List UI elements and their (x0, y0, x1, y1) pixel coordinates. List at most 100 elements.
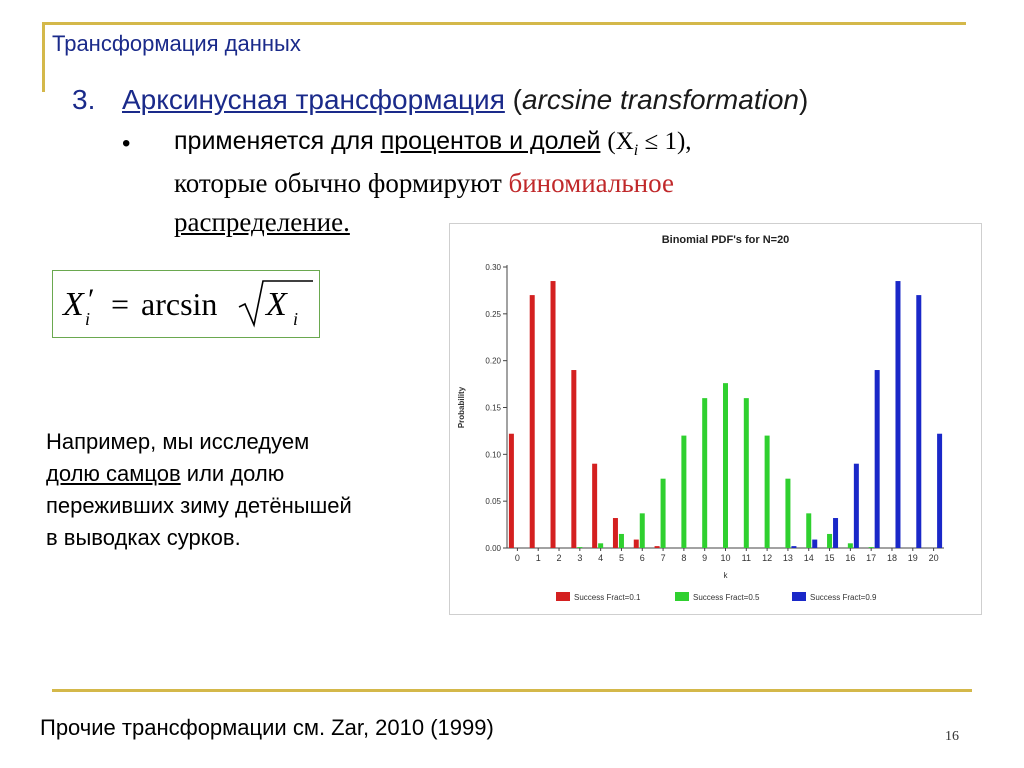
bar (874, 370, 880, 548)
bar (806, 513, 812, 548)
y-tick-label: 0.00 (485, 544, 501, 553)
legend-swatch (792, 592, 806, 601)
formula-box: X ′ i = arcsin X i (52, 270, 320, 338)
bar (612, 518, 618, 548)
bullet-line-1: применяется для процентов и долей (Xi ≤ … (174, 127, 692, 160)
example-line-2: долю самцов или долю (46, 458, 446, 490)
bar (550, 281, 556, 548)
x-tick-label: 20 (929, 553, 939, 563)
bullet-line-2-highlight: биномиальное (508, 168, 674, 198)
bullet-line-2-prefix: которые обычно формируют (174, 168, 509, 198)
bar (681, 435, 687, 548)
x-tick-label: 8 (681, 553, 686, 563)
example-line-1: Например, мы исследуем (46, 429, 310, 454)
math-tail: ≤ 1), (638, 128, 692, 155)
bar (529, 295, 535, 548)
bar (916, 295, 922, 548)
x-tick-label: 2 (557, 553, 562, 563)
x-tick-label: 13 (783, 553, 793, 563)
x-tick-label: 12 (762, 553, 772, 563)
bar (868, 547, 874, 548)
bar (639, 513, 645, 548)
bar (812, 539, 818, 548)
bullet-line-2: которые обычно формируют биномиальное (174, 168, 674, 199)
bar (592, 463, 598, 548)
formula-rhs: X (264, 286, 288, 323)
x-tick-label: 5 (619, 553, 624, 563)
bar (577, 547, 583, 548)
example-line-3: переживших зиму детёнышей (46, 493, 352, 518)
y-axis-label: Probability (457, 386, 466, 428)
bar (571, 370, 577, 548)
x-tick-label: 3 (577, 553, 582, 563)
x-tick-label: 0 (515, 553, 520, 563)
legend-label: Success Fract=0.5 (693, 593, 760, 602)
sqrt-sign (238, 280, 313, 328)
x-tick-label: 15 (825, 553, 835, 563)
y-tick-label: 0.10 (485, 450, 501, 459)
bullet-line-1-underlined: процентов и долей (380, 127, 601, 155)
bar (853, 463, 859, 548)
formula-eq: = (111, 286, 129, 322)
bullet-marker: • (122, 130, 131, 157)
x-tick-label: 16 (845, 553, 855, 563)
formula-fn: arcsin (141, 286, 217, 322)
bar (791, 546, 797, 548)
header-rule-top (42, 22, 966, 25)
header-rule-left (42, 22, 45, 92)
bar (660, 478, 666, 548)
bar (633, 539, 639, 548)
legend-swatch (556, 592, 570, 601)
x-tick-label: 17 (866, 553, 876, 563)
bar (723, 383, 728, 548)
page-number: 16 (945, 729, 959, 744)
bar (833, 518, 839, 548)
chart-canvas: Binomial PDF's for N=20 0.00 0.05 0.10 0.15 0… (457, 234, 944, 602)
y-tick-label: 0.20 (485, 357, 501, 366)
bar (785, 478, 791, 548)
footer-note: Прочие трансформации см. Zar, 2010 (1999… (40, 715, 494, 740)
bullet-line-3: распределение. (174, 207, 350, 237)
binomial-chart: Binomial PDF's for N=20 0.00 0.05 0.10 0.15 0… (449, 223, 982, 615)
math-sub: i (633, 142, 639, 159)
bar (743, 398, 749, 548)
item-title-en: arcsine transformation (521, 84, 799, 115)
x-tick-label: 10 (720, 553, 730, 563)
item-number: 3. (72, 84, 96, 115)
item-title-ru: Арксинусная трансформация (122, 84, 505, 115)
section-title: Трансформация данных (52, 31, 301, 56)
formula-lhs: X (61, 286, 85, 323)
x-tick-label: 1 (536, 553, 541, 563)
example-line-2-tail: или долю (180, 461, 285, 486)
y-tick-label: 0.05 (485, 497, 501, 506)
x-axis-label: k (724, 571, 729, 580)
bar (937, 433, 943, 548)
bar (895, 281, 901, 548)
bar (618, 533, 624, 548)
item-title: Арксинусная трансформация (arcsine trans… (122, 84, 809, 115)
x-tick-label: 14 (804, 553, 814, 563)
legend-label: Success Fract=0.1 (574, 593, 641, 602)
x-tick-label: 9 (702, 553, 707, 563)
x-tick-label: 19 (908, 553, 918, 563)
formula-rhs-sub: i (293, 309, 298, 329)
bar (654, 546, 660, 548)
example-line-4: в выводках сурков. (46, 525, 241, 550)
y-tick-label: 0.25 (485, 310, 501, 319)
bar (508, 433, 514, 548)
example-underlined: долю самцов (46, 461, 181, 486)
legend-label: Success Fract=0.9 (810, 593, 877, 602)
math-x: (X (607, 128, 634, 155)
y-tick-label: 0.15 (485, 404, 501, 413)
x-tick-label: 6 (640, 553, 645, 563)
x-tick-label: 4 (598, 553, 603, 563)
legend-swatch (675, 592, 689, 601)
footer-rule (52, 689, 972, 692)
formula-lhs-sub: i (85, 309, 90, 329)
bar (764, 435, 770, 548)
formula-prime: ′ (88, 283, 95, 316)
chart-title: Binomial PDF's for N=20 (662, 234, 790, 246)
bar (702, 398, 708, 548)
bar (827, 533, 833, 548)
example-text: Например, мы исследуем долю самцов или д… (46, 426, 446, 554)
